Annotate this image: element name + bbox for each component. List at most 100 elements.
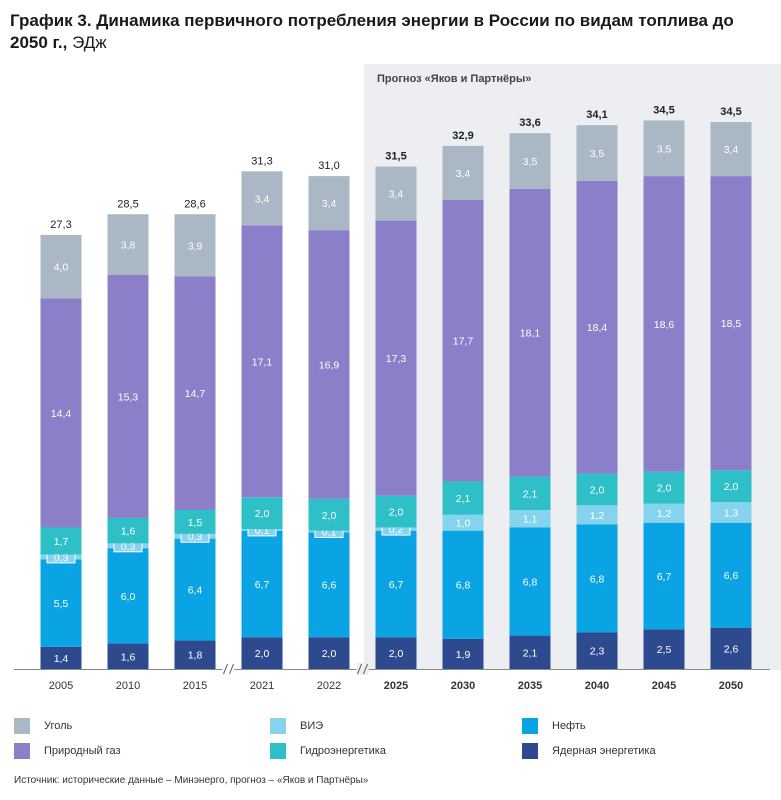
bar-segment-nuclear-2021: [241, 637, 283, 669]
bar-segment-nuclear-2045: [643, 629, 685, 669]
bar-segment-gas-2015: [174, 276, 216, 510]
bar-segment-coal-2040: [576, 125, 618, 181]
bar-segment-gas-2021: [241, 225, 283, 498]
bar-segment-gas-2022: [308, 230, 350, 499]
bar-segment-gas-2025: [375, 220, 417, 496]
bar-segment-coal-2050: [710, 122, 752, 177]
x-tick-label-2025: 2025: [384, 680, 408, 692]
value-label-coal-2045: 3,5: [657, 143, 672, 155]
bar-segment-coal-2025: [375, 166, 417, 221]
total-label-2025: 31,5: [385, 151, 406, 163]
bar-segment-gas-2030: [442, 199, 484, 482]
chart-title-main: График 3. Динамика первичного потреблени…: [10, 11, 734, 52]
value-label-coal-2021: 3,4: [255, 193, 270, 205]
value-label-gas-2005: 14,4: [51, 408, 72, 420]
x-tick-label-2030: 2030: [451, 680, 475, 692]
bar-segment-nuclear-2005: [40, 646, 82, 669]
value-label-oil-2005: 5,5: [54, 598, 69, 610]
value-label-oil-2015: 6,4: [188, 585, 203, 597]
bar-segment-coal-2022: [308, 176, 350, 231]
legend-swatch-hydro: [270, 743, 286, 759]
value-label-renewables-2045: 1,2: [657, 508, 672, 520]
value-label-renewables-2030: 1,0: [456, 518, 471, 530]
value-label-coal-2025: 3,4: [389, 189, 404, 201]
value-label-oil-2045: 6,7: [657, 571, 672, 583]
bar-segment-renewables-2050: [710, 502, 752, 523]
legend-label-coal: Уголь: [44, 720, 73, 732]
total-label-2022: 31,0: [318, 160, 339, 172]
bar-segment-hydro-2015: [174, 510, 216, 534]
bar-segment-oil-2050: [710, 522, 752, 628]
value-label-coal-2005: 4,0: [54, 262, 69, 274]
bar-segment-oil-2021: [241, 530, 283, 638]
legend-swatch-oil: [522, 718, 538, 734]
bar-segment-gas-2045: [643, 176, 685, 472]
bar-segment-hydro-2005: [40, 527, 82, 555]
value-label-renewables-2040: 1,2: [590, 510, 605, 522]
legend-item-nuclear: Ядерная энергетика: [522, 743, 656, 759]
value-label-nuclear-2022: 2,0: [322, 648, 337, 660]
stacked-bar-chart: 1,4 5,5 0,3 1,7 14,4 4,0 27,3 2005 1,6 6,0 0,3 1,6 1…: [14, 104, 770, 692]
x-tick-label-2021: 2021: [250, 680, 274, 692]
legend-swatch-gas: [14, 743, 30, 759]
bar-segment-coal-2005: [40, 234, 82, 299]
bar-segment-oil-2040: [576, 524, 618, 633]
bar-segment-nuclear-2030: [442, 638, 484, 669]
bar-segment-oil-2045: [643, 522, 685, 630]
total-label-2045: 34,5: [653, 104, 674, 116]
axis-break-bg-2022: [356, 663, 369, 675]
value-label-nuclear-2015: 1,8: [188, 650, 203, 662]
x-tick-label-2015: 2015: [183, 680, 207, 692]
legend-label-hydro: Гидроэнергетика: [300, 745, 386, 757]
bar-segment-renewables-2030: [442, 514, 484, 531]
bar-segment-oil-2035: [509, 527, 551, 636]
value-label-oil-2021: 6,7: [255, 579, 270, 591]
bar-segment-oil-2022: [308, 532, 350, 638]
value-label-renewables-2015: 0,3: [188, 531, 203, 543]
value-label-renewables-2010: 0,3: [121, 541, 136, 553]
value-label-oil-2035: 6,8: [523, 577, 538, 589]
bar-segment-oil-2030: [442, 530, 484, 639]
legend-swatch-nuclear: [522, 743, 538, 759]
bar-segment-renewables-2040: [576, 505, 618, 525]
total-label-2030: 32,9: [452, 130, 473, 142]
value-label-nuclear-2025: 2,0: [389, 648, 404, 660]
value-label-gas-2035: 18,1: [520, 328, 541, 340]
value-label-nuclear-2045: 2,5: [657, 644, 672, 656]
x-tick-label-2045: 2045: [652, 680, 676, 692]
x-tick-label-2050: 2050: [719, 680, 743, 692]
axis-break-bg-2015: [222, 663, 235, 675]
bar-segment-coal-2035: [509, 133, 551, 189]
bar-segment-gas-2050: [710, 176, 752, 471]
bar-segment-nuclear-2025: [375, 637, 417, 669]
value-label-oil-2030: 6,8: [456, 580, 471, 592]
x-tick-label-2005: 2005: [49, 680, 73, 692]
value-label-gas-2050: 18,5: [721, 318, 742, 330]
bar-segment-renewables-2035: [509, 510, 551, 528]
value-label-hydro-2022: 2,0: [322, 510, 337, 522]
axis-break-mark-b-2022: [363, 663, 368, 675]
value-label-gas-2025: 17,3: [386, 353, 407, 365]
value-label-oil-2040: 6,8: [590, 573, 605, 585]
legend-item-hydro: Гидроэнергетика: [270, 743, 386, 759]
total-label-2040: 34,1: [586, 109, 607, 121]
legend-swatch-renewables: [270, 718, 286, 734]
value-label-renewables-2050: 1,3: [724, 507, 739, 519]
axis-break-mark-a-2015: [223, 663, 228, 675]
value-label-oil-2010: 6,0: [121, 591, 136, 603]
value-label-oil-2050: 6,6: [724, 570, 739, 582]
bar-segment-coal-2045: [643, 120, 685, 177]
value-label-hydro-2025: 2,0: [389, 507, 404, 519]
value-label-nuclear-2050: 2,6: [724, 643, 739, 655]
legend-label-gas: Природный газ: [44, 745, 121, 757]
value-label-gas-2022: 16,9: [319, 360, 340, 372]
bar-segment-oil-2005: [40, 559, 82, 647]
value-label-hydro-2045: 2,0: [657, 483, 672, 495]
value-label-gas-2015: 14,7: [185, 388, 206, 400]
value-label-hydro-2015: 1,5: [188, 517, 203, 529]
value-label-hydro-2040: 2,0: [590, 484, 605, 496]
value-label-hydro-2030: 2,1: [456, 493, 471, 505]
value-label-renewables-2035: 1,1: [523, 514, 538, 526]
chart-title: График 3. Динамика первичного потреблени…: [10, 10, 770, 54]
legend-item-gas: Природный газ: [14, 743, 121, 759]
